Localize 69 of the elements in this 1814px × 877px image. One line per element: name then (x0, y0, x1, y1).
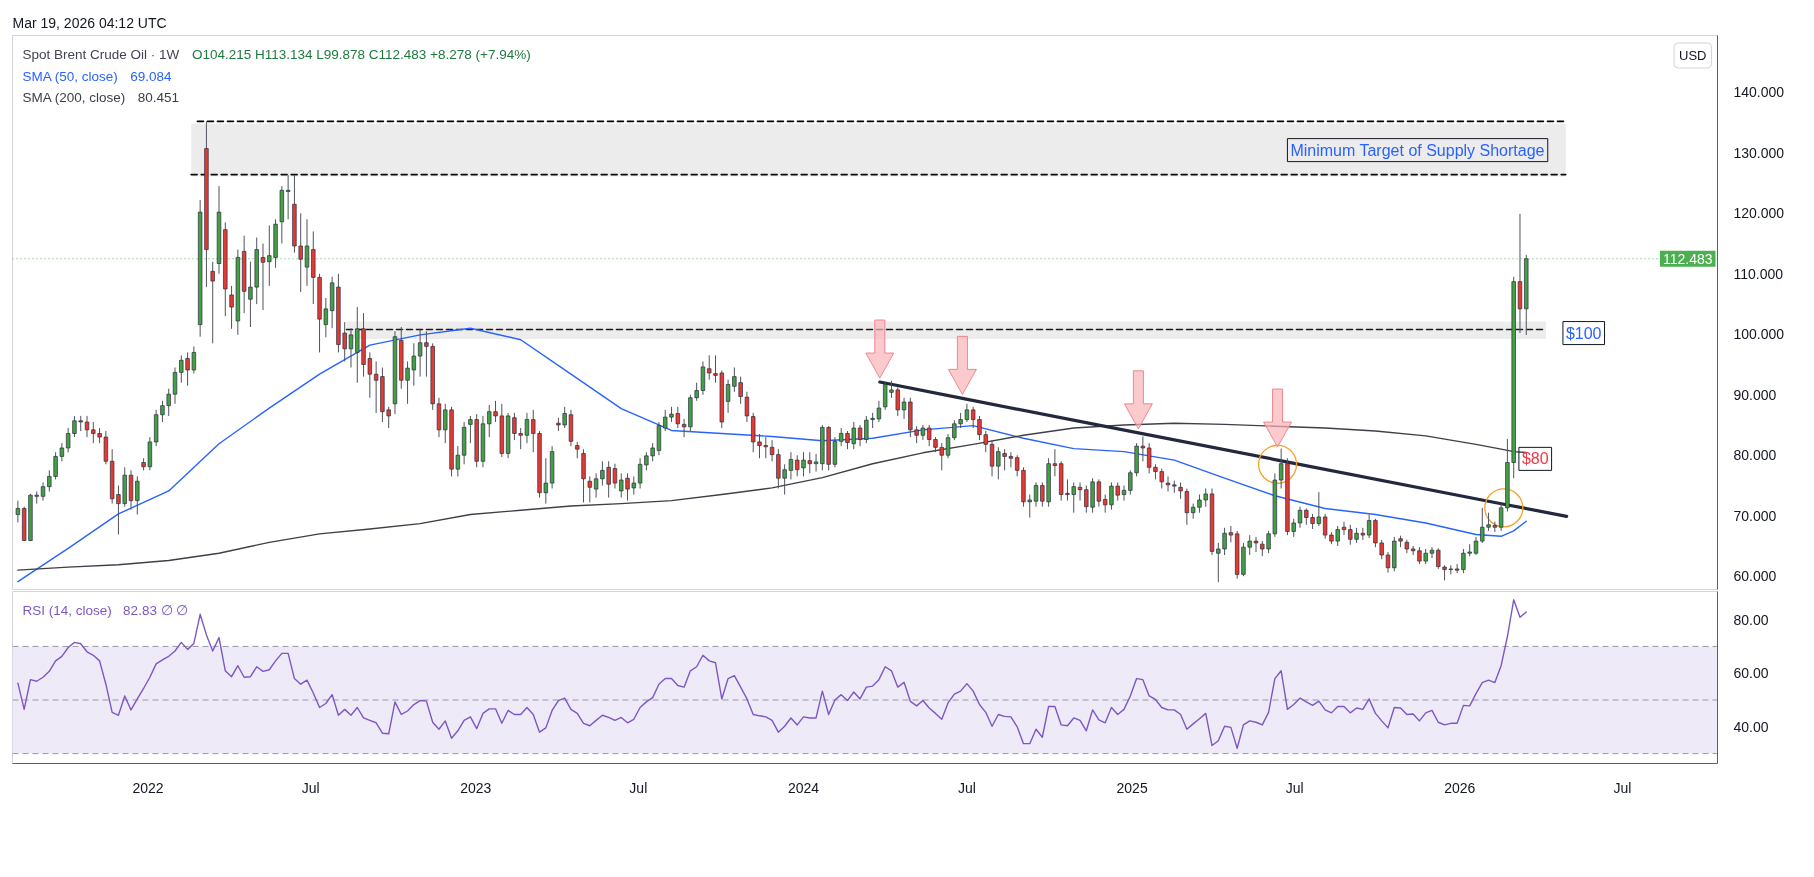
x-tick-label: Jul (301, 779, 320, 796)
annotation: 82.83 ∅ ∅ (123, 603, 189, 618)
candlestick (945, 433, 951, 459)
candlestick (1203, 488, 1208, 508)
x-tick-label: Jul (629, 779, 648, 796)
x-tick-label: 2025 (1116, 779, 1148, 796)
candlestick (1146, 442, 1152, 474)
y-tick-label: 70.000 (1733, 507, 1777, 524)
y-tick-label: 80.00 (1733, 611, 1769, 628)
annotation: $100 (1565, 324, 1602, 342)
candlestick (1322, 513, 1328, 540)
y-tick-label: 40.00 (1733, 718, 1769, 735)
y-tick-label: 90.000 (1733, 386, 1777, 403)
y-axis-title: USD (1679, 48, 1707, 63)
candlestick (260, 243, 266, 311)
ref-line-label: 112.483 (1662, 250, 1713, 267)
candlestick (298, 212, 303, 293)
y-tick-label: 130.000 (1733, 144, 1785, 161)
candlestick (1436, 547, 1441, 570)
line-series (17, 599, 1527, 749)
candlestick (1341, 521, 1347, 536)
candlestick (40, 481, 46, 502)
y-tick-label: 60.00 (1733, 665, 1769, 682)
candlestick (1385, 551, 1391, 574)
text: Mar 19, 2026 04:12 UTC (12, 15, 167, 31)
y-tick-label: 110.000 (1733, 265, 1784, 282)
candlestick (1473, 536, 1479, 556)
x-tick-label: 2022 (132, 779, 164, 796)
candlestick (1379, 539, 1384, 560)
candlestick (1429, 546, 1435, 559)
candlestick (1184, 488, 1190, 526)
candlestick (587, 475, 592, 503)
candlestick (1247, 534, 1252, 556)
x-tick-label: Jul (1285, 779, 1304, 796)
candlestick (744, 391, 750, 423)
y-tick-label: 60.000 (1733, 568, 1777, 585)
candlestick (304, 218, 310, 287)
text: SMA (200, close) (22, 90, 126, 105)
candlestick (210, 261, 215, 344)
candlestick (348, 327, 354, 369)
candlestick (135, 475, 140, 515)
annotation: Minimum Target of Supply Shortage (1290, 141, 1545, 159)
y-tick-label: 120.000 (1733, 205, 1785, 222)
x-tick-label: 2023 (460, 779, 492, 796)
y-tick-label: 80.000 (1733, 447, 1777, 464)
candlestick (1165, 475, 1171, 493)
text: RSI (14, close) (22, 603, 112, 618)
x-tick-label: 2024 (787, 779, 820, 796)
text: Spot Brent Crude Oil · 1W (22, 47, 180, 62)
candlestick (707, 354, 712, 381)
candlestick (285, 174, 291, 220)
text: O104.215 H113.134 L99.878 C112.483 +8.278 (+7.94%) (191, 47, 531, 62)
candlestick (1297, 506, 1303, 529)
candlestick (15, 500, 21, 523)
annotation: $80 (1521, 450, 1549, 468)
candlestick (593, 472, 599, 499)
candlestick (1121, 484, 1127, 502)
x-tick-label: 2026 (1444, 779, 1476, 796)
candlestick (84, 415, 90, 438)
annotation: 80.451 (137, 90, 179, 105)
text: SMA (50, close) (22, 68, 118, 84)
y-tick-label: 140.000 (1733, 84, 1785, 101)
x-tick-label: Jul (957, 779, 976, 796)
x-tick-label: Jul (1613, 779, 1632, 796)
candlestick (172, 367, 178, 405)
candlestick (1216, 542, 1221, 583)
candlestick (1253, 536, 1259, 553)
annotation: 69.084 (130, 68, 172, 84)
y-tick-label: 100.000 (1733, 326, 1785, 343)
